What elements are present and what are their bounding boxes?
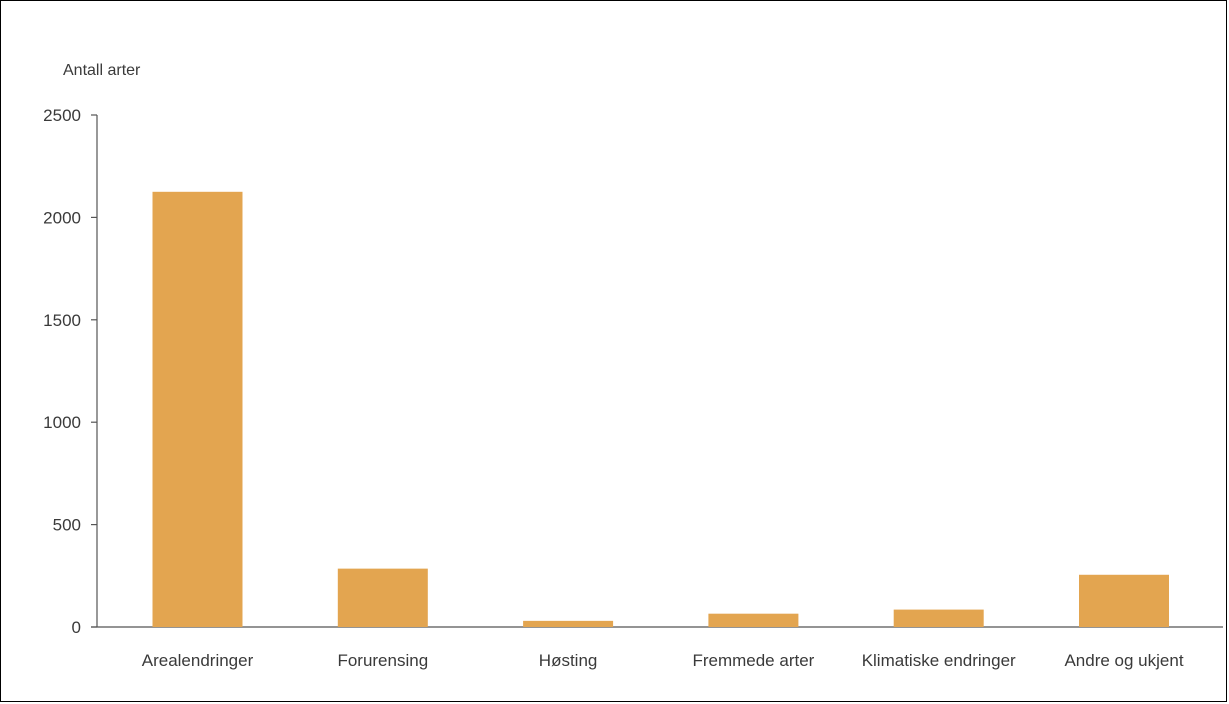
y-tick-label: 1500: [43, 311, 81, 330]
axes: [91, 115, 1223, 628]
x-category-label: Andre og ukjent: [1064, 651, 1183, 670]
bar: [708, 613, 799, 627]
bar: [1079, 574, 1169, 627]
x-category-label: Arealendringer: [142, 651, 254, 670]
bar: [337, 568, 428, 627]
bar: [523, 620, 614, 627]
x-category-label: Fremmede arter: [692, 651, 814, 670]
x-category-label: Forurensing: [337, 651, 428, 670]
y-tick-label: 2500: [43, 106, 81, 125]
y-tick-label: 1000: [43, 413, 81, 432]
x-category-label: Klimatiske endringer: [862, 651, 1016, 670]
bars: [152, 191, 1169, 628]
bar: [152, 191, 243, 628]
y-ticks: 0 500 1000 1500 2000 2500: [43, 106, 97, 637]
y-axis-label: Antall arter: [63, 62, 141, 79]
bar: [893, 609, 984, 627]
x-category-labels: Arealendringer Forurensing Høsting Fremmede…: [142, 651, 1184, 670]
x-category-label: Høsting: [539, 651, 598, 670]
y-tick-label: 500: [53, 516, 81, 535]
y-tick-label: 0: [72, 618, 81, 637]
y-tick-label: 2000: [43, 208, 81, 227]
